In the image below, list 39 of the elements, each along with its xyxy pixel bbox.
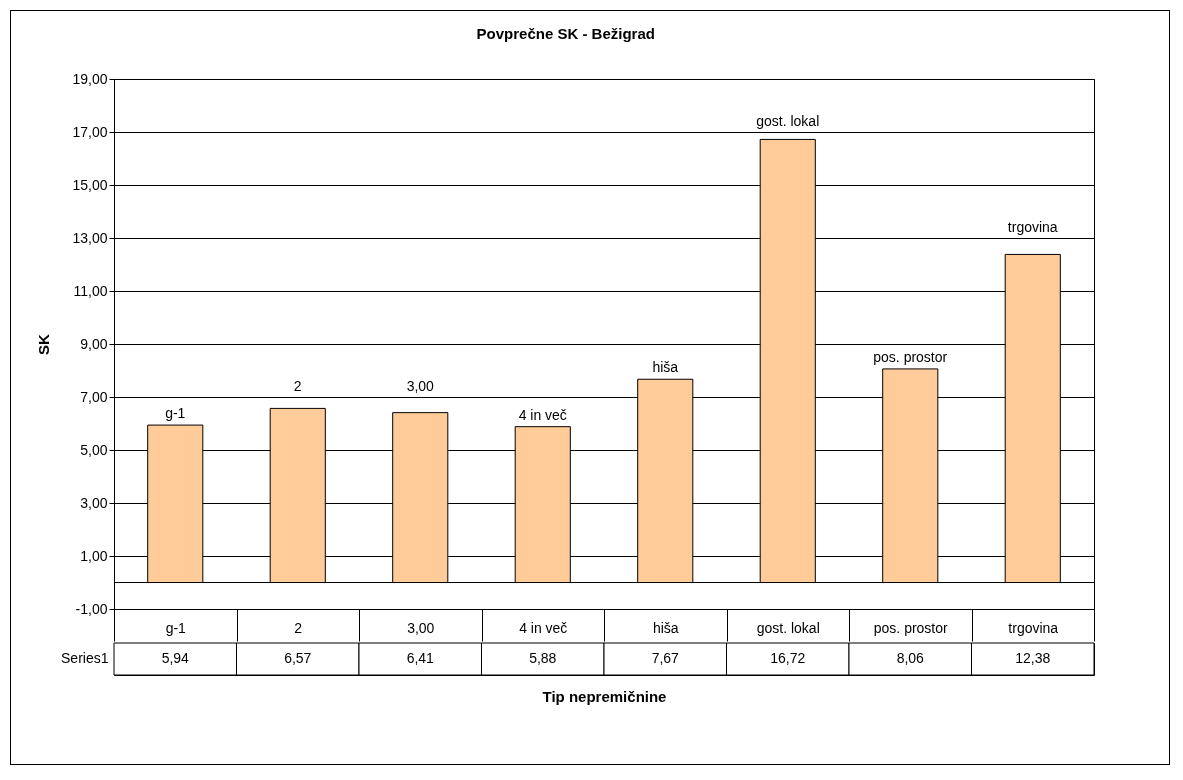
x-tick-label: pos. prostor [873, 619, 949, 636]
y-axis-title: SK [35, 333, 53, 355]
y-tick-label: 17,00 [72, 123, 108, 140]
text: 6,41 [406, 650, 434, 666]
annotation: 4 in več [518, 406, 567, 423]
text: Series1 [61, 650, 109, 666]
y-tick-label: 3,00 [80, 494, 108, 511]
y-tick-label: 7,00 [80, 388, 108, 405]
x-tick-label: trgovina [1008, 619, 1059, 636]
x-tick-label: 3,00 [407, 619, 435, 636]
annotation: pos. prostor [873, 348, 948, 365]
text: 6,57 [284, 650, 312, 666]
x-axis-title: Tip nepremičnine [542, 687, 667, 705]
annotation: g-1 [165, 405, 186, 422]
annotation: gost. lokal [756, 113, 820, 129]
text: 5,94 [161, 650, 189, 666]
y-tick-label: 5,00 [80, 441, 108, 458]
y-tick-label: 13,00 [72, 229, 108, 246]
text: 5,88 [529, 650, 557, 666]
x-tick-label: 4 in več [519, 619, 568, 636]
y-tick-label: 1,00 [80, 547, 108, 564]
x-tick-label: gost. lokal [756, 619, 820, 636]
annotation: hiša [652, 359, 679, 376]
annotation: trgovina [1007, 219, 1058, 235]
y-tick-label: 9,00 [80, 335, 108, 352]
chart-title: Povprečne SK - Bežigrad [476, 24, 655, 42]
y-tick-label: 11,00 [73, 282, 108, 299]
x-tick-label: hiša [652, 619, 679, 636]
text: 16,72 [770, 650, 806, 666]
x-tick-label: 2 [294, 619, 303, 636]
y-tick-label: 15,00 [72, 176, 108, 193]
x-tick-label: g-1 [165, 619, 187, 636]
text: 12,38 [1015, 650, 1051, 666]
annotation: 2 [293, 378, 302, 394]
text: 7,67 [651, 650, 679, 666]
text: 8,06 [896, 650, 924, 666]
y-tick-label: -1,00 [75, 600, 108, 617]
y-tick-label: 19,00 [72, 70, 108, 87]
annotation: 3,00 [406, 378, 435, 394]
